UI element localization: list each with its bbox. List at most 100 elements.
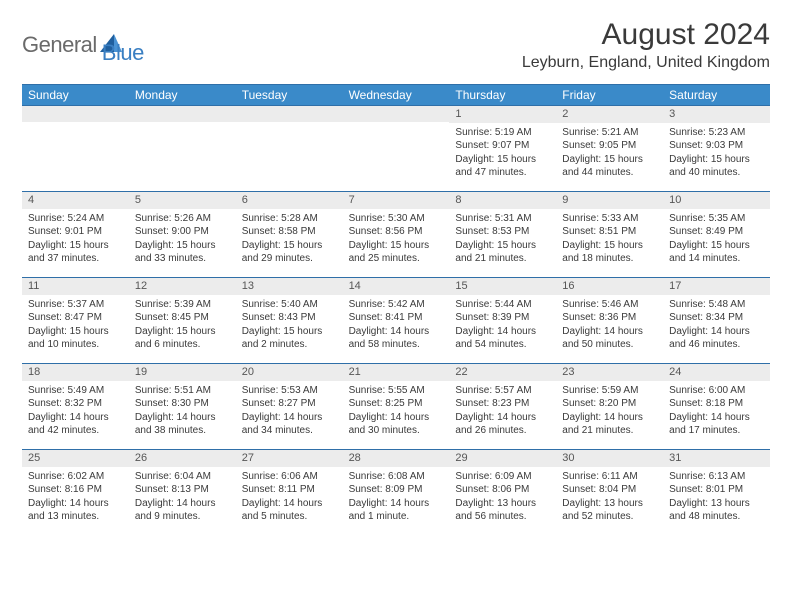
day-number: 26 xyxy=(129,450,236,467)
day-details: Sunrise: 5:37 AMSunset: 8:47 PMDaylight:… xyxy=(22,298,129,352)
daylight-line-1: Daylight: 14 hours xyxy=(242,497,337,511)
daylight-line-2: and 13 minutes. xyxy=(28,510,123,524)
day-number: 15 xyxy=(449,278,556,295)
location: Leyburn, England, United Kingdom xyxy=(522,54,770,72)
day-number: 25 xyxy=(22,450,129,467)
daylight-line-1: Daylight: 14 hours xyxy=(669,411,764,425)
day-details: Sunrise: 6:06 AMSunset: 8:11 PMDaylight:… xyxy=(236,470,343,524)
day-details: Sunrise: 5:19 AMSunset: 9:07 PMDaylight:… xyxy=(449,126,556,180)
sunrise-line: Sunrise: 6:13 AM xyxy=(669,470,764,484)
sunrise-line: Sunrise: 5:19 AM xyxy=(455,126,550,140)
calendar-cell: 22Sunrise: 5:57 AMSunset: 8:23 PMDayligh… xyxy=(449,363,556,449)
daylight-line-2: and 5 minutes. xyxy=(242,510,337,524)
day-details: Sunrise: 5:35 AMSunset: 8:49 PMDaylight:… xyxy=(663,212,770,266)
daylight-line-2: and 10 minutes. xyxy=(28,338,123,352)
calendar-cell: 3Sunrise: 5:23 AMSunset: 9:03 PMDaylight… xyxy=(663,105,770,191)
daylight-line-1: Daylight: 15 hours xyxy=(242,325,337,339)
day-number: 28 xyxy=(343,450,450,467)
sunset-line: Sunset: 8:30 PM xyxy=(135,397,230,411)
day-details: Sunrise: 5:40 AMSunset: 8:43 PMDaylight:… xyxy=(236,298,343,352)
sunset-line: Sunset: 8:58 PM xyxy=(242,225,337,239)
calendar-cell: 5Sunrise: 5:26 AMSunset: 9:00 PMDaylight… xyxy=(129,191,236,277)
daylight-line-2: and 52 minutes. xyxy=(562,510,657,524)
sunrise-line: Sunrise: 5:55 AM xyxy=(349,384,444,398)
daylight-line-2: and 42 minutes. xyxy=(28,424,123,438)
daylight-line-2: and 18 minutes. xyxy=(562,252,657,266)
calendar-cell: 28Sunrise: 6:08 AMSunset: 8:09 PMDayligh… xyxy=(343,449,450,535)
calendar-cell: 10 Sunrise: 5:35 AMSunset: 8:49 PMDayligh… xyxy=(663,191,770,277)
day-number: 10 xyxy=(663,192,770,209)
sunrise-line: Sunrise: 5:39 AM xyxy=(135,298,230,312)
daylight-line-1: Daylight: 15 hours xyxy=(242,239,337,253)
sunset-line: Sunset: 8:13 PM xyxy=(135,483,230,497)
calendar-cell: 1 Sunrise: 5:19 AMSunset: 9:07 PMDaylight… xyxy=(449,105,556,191)
day-number-bar xyxy=(343,106,450,122)
daylight-line-1: Daylight: 15 hours xyxy=(562,153,657,167)
sunrise-line: Sunrise: 5:30 AM xyxy=(349,212,444,226)
daylight-line-2: and 2 minutes. xyxy=(242,338,337,352)
day-details: Sunrise: 6:04 AMSunset: 8:13 PMDaylight:… xyxy=(129,470,236,524)
daylight-line-2: and 47 minutes. xyxy=(455,166,550,180)
day-details: Sunrise: 5:49 AMSunset: 8:32 PMDaylight:… xyxy=(22,384,129,438)
sunset-line: Sunset: 9:07 PM xyxy=(455,139,550,153)
daylight-line-2: and 34 minutes. xyxy=(242,424,337,438)
sunrise-line: Sunrise: 5:48 AM xyxy=(669,298,764,312)
daylight-line-1: Daylight: 14 hours xyxy=(135,497,230,511)
day-number: 8 xyxy=(449,192,556,209)
sunset-line: Sunset: 8:39 PM xyxy=(455,311,550,325)
title-block: August 2024 Leyburn, England, United Kin… xyxy=(522,18,770,72)
sunset-line: Sunset: 8:49 PM xyxy=(669,225,764,239)
daylight-line-1: Daylight: 15 hours xyxy=(455,153,550,167)
sunset-line: Sunset: 8:41 PM xyxy=(349,311,444,325)
dow-header: Tuesday xyxy=(236,85,343,105)
day-number: 1 xyxy=(449,106,556,123)
day-details: Sunrise: 6:09 AMSunset: 8:06 PMDaylight:… xyxy=(449,470,556,524)
sunrise-line: Sunrise: 6:09 AM xyxy=(455,470,550,484)
day-details: Sunrise: 5:28 AMSunset: 8:58 PMDaylight:… xyxy=(236,212,343,266)
daylight-line-2: and 33 minutes. xyxy=(135,252,230,266)
day-number: 2 xyxy=(556,106,663,123)
sunrise-line: Sunrise: 5:24 AM xyxy=(28,212,123,226)
daylight-line-2: and 46 minutes. xyxy=(669,338,764,352)
calendar-cell: 11Sunrise: 5:37 AMSunset: 8:47 PMDayligh… xyxy=(22,277,129,363)
daylight-line-1: Daylight: 14 hours xyxy=(349,325,444,339)
day-details: Sunrise: 5:31 AMSunset: 8:53 PMDaylight:… xyxy=(449,212,556,266)
daylight-line-1: Daylight: 15 hours xyxy=(562,239,657,253)
daylight-line-2: and 6 minutes. xyxy=(135,338,230,352)
daylight-line-2: and 21 minutes. xyxy=(455,252,550,266)
daylight-line-1: Daylight: 15 hours xyxy=(349,239,444,253)
day-details: Sunrise: 5:55 AMSunset: 8:25 PMDaylight:… xyxy=(343,384,450,438)
day-details: Sunrise: 5:48 AMSunset: 8:34 PMDaylight:… xyxy=(663,298,770,352)
sunrise-line: Sunrise: 5:40 AM xyxy=(242,298,337,312)
calendar-cell-blank xyxy=(129,105,236,191)
sunset-line: Sunset: 8:43 PM xyxy=(242,311,337,325)
sunset-line: Sunset: 8:23 PM xyxy=(455,397,550,411)
day-number: 27 xyxy=(236,450,343,467)
day-details: Sunrise: 5:59 AMSunset: 8:20 PMDaylight:… xyxy=(556,384,663,438)
daylight-line-1: Daylight: 15 hours xyxy=(135,239,230,253)
calendar-cell: 20Sunrise: 5:53 AMSunset: 8:27 PMDayligh… xyxy=(236,363,343,449)
sunrise-line: Sunrise: 5:53 AM xyxy=(242,384,337,398)
daylight-line-2: and 40 minutes. xyxy=(669,166,764,180)
day-details: Sunrise: 5:24 AMSunset: 9:01 PMDaylight:… xyxy=(22,212,129,266)
day-number: 4 xyxy=(22,192,129,209)
day-details: Sunrise: 5:53 AMSunset: 8:27 PMDaylight:… xyxy=(236,384,343,438)
sunset-line: Sunset: 8:51 PM xyxy=(562,225,657,239)
daylight-line-1: Daylight: 14 hours xyxy=(562,325,657,339)
sunrise-line: Sunrise: 5:44 AM xyxy=(455,298,550,312)
calendar-cell: 17Sunrise: 5:48 AMSunset: 8:34 PMDayligh… xyxy=(663,277,770,363)
calendar-cell: 12Sunrise: 5:39 AMSunset: 8:45 PMDayligh… xyxy=(129,277,236,363)
dow-header: Thursday xyxy=(449,85,556,105)
day-details: Sunrise: 5:30 AMSunset: 8:56 PMDaylight:… xyxy=(343,212,450,266)
daylight-line-2: and 21 minutes. xyxy=(562,424,657,438)
daylight-line-2: and 54 minutes. xyxy=(455,338,550,352)
daylight-line-2: and 17 minutes. xyxy=(669,424,764,438)
sunset-line: Sunset: 8:27 PM xyxy=(242,397,337,411)
sunset-line: Sunset: 8:01 PM xyxy=(669,483,764,497)
daylight-line-2: and 44 minutes. xyxy=(562,166,657,180)
sunrise-line: Sunrise: 6:06 AM xyxy=(242,470,337,484)
sunset-line: Sunset: 8:34 PM xyxy=(669,311,764,325)
sunrise-line: Sunrise: 5:28 AM xyxy=(242,212,337,226)
daylight-line-2: and 9 minutes. xyxy=(135,510,230,524)
daylight-line-1: Daylight: 13 hours xyxy=(669,497,764,511)
